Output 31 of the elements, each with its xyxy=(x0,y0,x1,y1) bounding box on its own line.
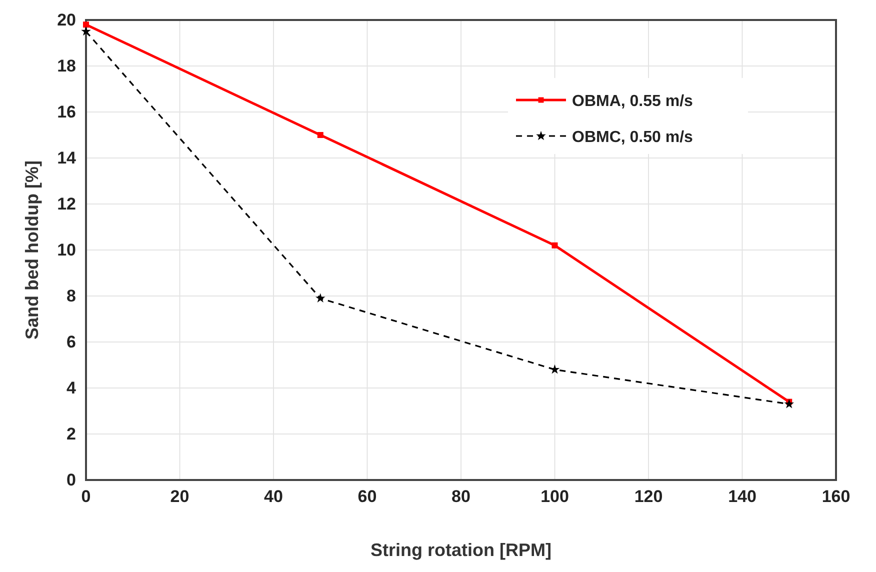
x-tick-label: 120 xyxy=(634,487,663,506)
legend-label: OBMA, 0.55 m/s xyxy=(572,93,694,110)
point xyxy=(550,364,560,374)
x-tick-label: 100 xyxy=(540,487,569,506)
y-tick-label: 12 xyxy=(57,194,76,214)
y-tick-label: 6 xyxy=(66,332,76,352)
x-axis-title: String rotation [RPM] xyxy=(370,540,552,560)
point xyxy=(81,26,91,36)
point xyxy=(317,132,324,138)
y-tick-label: 20 xyxy=(57,10,76,30)
y-axis-title: Sand bed holdup [%] xyxy=(22,160,42,340)
y-tick-label: 0 xyxy=(66,470,76,490)
x-tick-label: 20 xyxy=(170,487,190,506)
y-tick-label: 18 xyxy=(57,56,76,76)
x-tick-label: 80 xyxy=(452,487,470,506)
legend-label: OBMC, 0.50 m/s xyxy=(572,129,694,146)
x-tick-label: 160 xyxy=(822,487,850,506)
x-tick-label: 40 xyxy=(264,487,283,506)
y-tick-label: 10 xyxy=(57,240,76,260)
x-tick-label: 140 xyxy=(728,487,756,506)
y-tick-label: 4 xyxy=(66,378,77,398)
y-tick-label: 16 xyxy=(57,102,76,122)
y-tick-label: 2 xyxy=(66,424,76,444)
point xyxy=(83,22,89,28)
x-tick-label: 0 xyxy=(81,487,91,506)
point xyxy=(552,242,558,248)
y-tick-label: 8 xyxy=(66,286,76,306)
x-tick-label: 60 xyxy=(358,487,377,506)
y-tick-label: 14 xyxy=(57,148,77,168)
point xyxy=(315,293,326,302)
point xyxy=(784,398,794,408)
